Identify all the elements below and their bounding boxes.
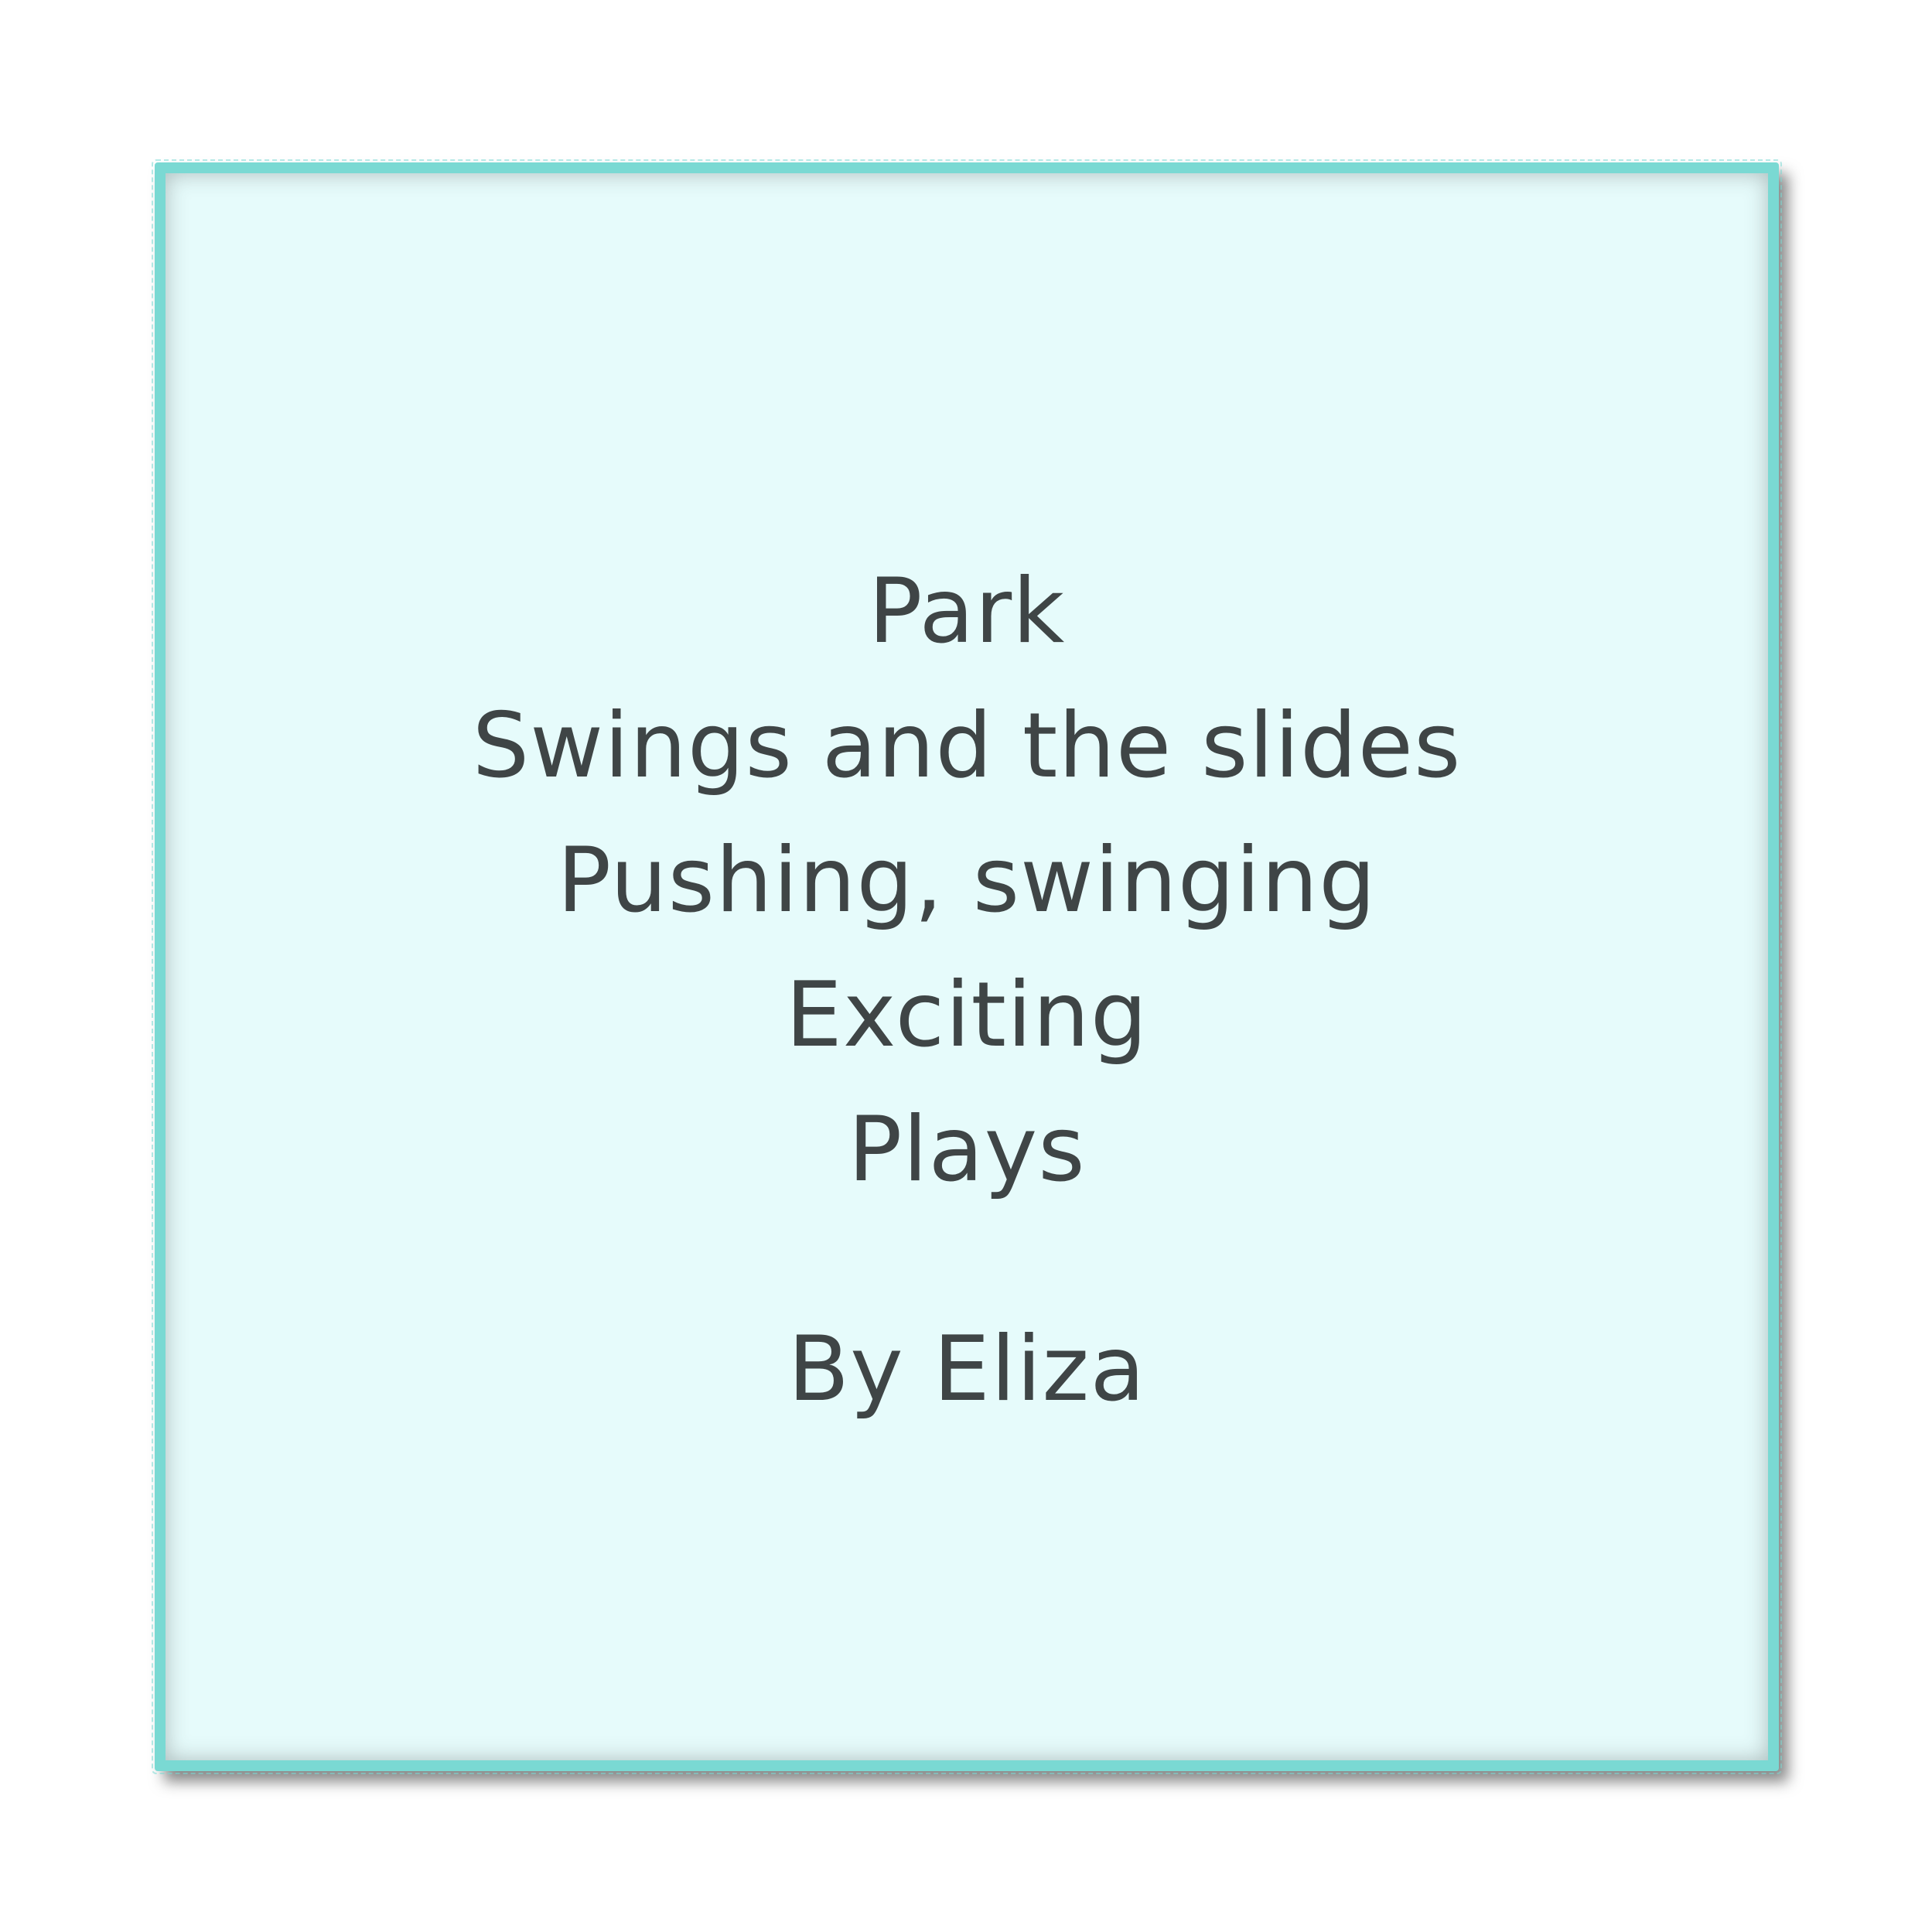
poem-line-title: Park — [868, 559, 1066, 664]
poem-line: Exciting — [785, 963, 1149, 1067]
poem-body: Park Swings and the slides Pushing, swin… — [166, 544, 1768, 1437]
poem-author: By Eliza — [787, 1317, 1146, 1422]
poem-line: Plays — [848, 1097, 1086, 1202]
poem-card: Park Swings and the slides Pushing, swin… — [152, 159, 1782, 1774]
poem-line: Pushing, swinging — [557, 828, 1377, 933]
poem-line: Swings and the slides — [472, 694, 1462, 798]
